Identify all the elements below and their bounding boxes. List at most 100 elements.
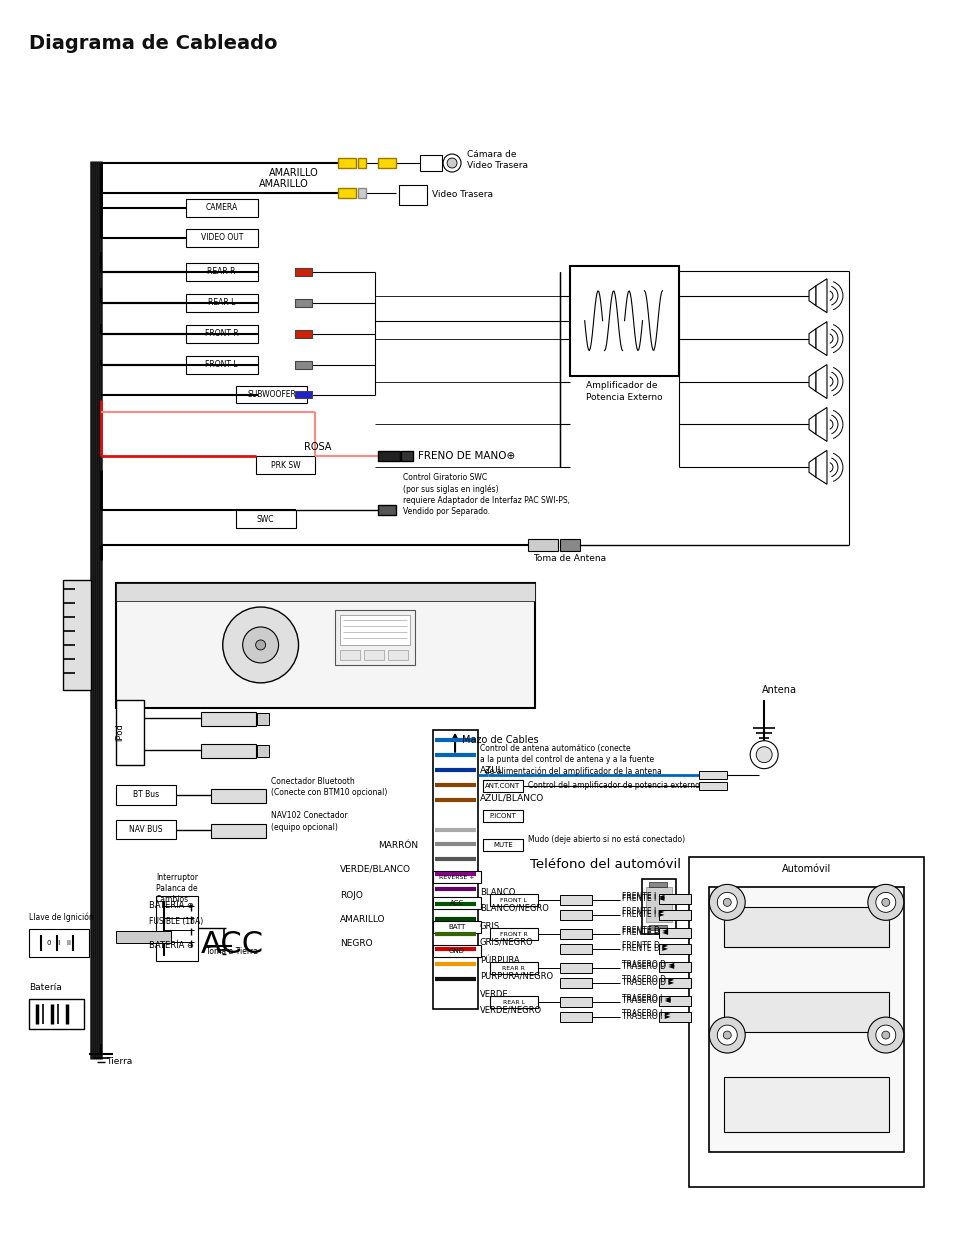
Bar [338, 188, 356, 198]
Text: Control de antena automático (conecte
a la punta del control de antena y a la fu: Control de antena automático (conecte a … [479, 743, 661, 776]
Text: BATT: BATT [448, 924, 465, 930]
Bar [659, 997, 691, 1007]
Text: REAR L: REAR L [208, 298, 235, 308]
Bar [294, 330, 313, 337]
Bar [235, 385, 307, 404]
Bar [527, 540, 558, 551]
Bar [419, 156, 441, 170]
Bar [116, 931, 171, 944]
Bar [116, 820, 175, 840]
Polygon shape [815, 364, 826, 399]
Bar [723, 1077, 888, 1131]
Bar [645, 888, 672, 923]
Bar [388, 650, 408, 659]
Bar [482, 779, 522, 792]
Text: GRIS/NEGRO: GRIS/NEGRO [479, 937, 533, 947]
Bar [433, 872, 480, 883]
Bar [294, 390, 313, 399]
Text: FRENTE D ◄: FRENTE D ◄ [621, 927, 667, 937]
Bar [378, 505, 395, 515]
Bar [186, 356, 257, 373]
Text: VIDEO OUT: VIDEO OUT [200, 233, 243, 242]
Bar [340, 650, 360, 659]
Circle shape [875, 893, 895, 913]
Circle shape [722, 898, 731, 906]
Bar [235, 510, 295, 529]
Bar [699, 782, 726, 789]
Text: TRASERO I ◄: TRASERO I ◄ [621, 994, 670, 1003]
Bar [490, 962, 537, 974]
Circle shape [756, 747, 771, 763]
Text: ACC: ACC [200, 930, 264, 958]
Polygon shape [815, 451, 826, 484]
Text: NAV BUS: NAV BUS [129, 825, 163, 834]
Text: BATERÍA ⊖: BATERÍA ⊖ [149, 941, 193, 950]
Bar [659, 929, 691, 939]
Bar [559, 997, 591, 1007]
Circle shape [709, 884, 744, 920]
Text: AZUL/BLANCO: AZUL/BLANCO [479, 793, 543, 802]
Bar [358, 188, 366, 198]
Text: FUSIBLE (15A): FUSIBLE (15A) [149, 916, 203, 926]
Text: Diagrama de Cableado: Diagrama de Cableado [30, 33, 277, 53]
Bar [256, 745, 269, 757]
Text: AZUL: AZUL [479, 766, 503, 774]
Text: GND: GND [449, 948, 464, 955]
Text: AMARILLO: AMARILLO [258, 179, 308, 189]
Bar [559, 910, 591, 920]
Text: FRENTE D ►: FRENTE D ► [621, 941, 667, 950]
Bar [490, 894, 537, 906]
Text: Teléfono del automóvil: Teléfono del automóvil [529, 858, 680, 871]
Text: REAR R: REAR R [502, 966, 525, 971]
Bar [559, 929, 591, 940]
Text: FRENTE I ►: FRENTE I ► [621, 910, 663, 919]
Bar [559, 963, 591, 973]
Text: NAV102 Conectador
(equipo opcional): NAV102 Conectador (equipo opcional) [271, 811, 347, 831]
Circle shape [442, 154, 460, 172]
Text: AMARILLO: AMARILLO [340, 915, 386, 924]
Text: VERDE: VERDE [479, 989, 508, 999]
Text: TRASERO I ◄: TRASERO I ◄ [621, 995, 670, 1004]
Polygon shape [815, 408, 826, 441]
Bar [358, 158, 366, 168]
Bar [116, 784, 175, 804]
Bar [294, 361, 313, 368]
Bar [649, 925, 667, 930]
Text: Toma de Antena: Toma de Antena [533, 553, 605, 563]
Text: Mudo (deje abierto si no está conectado): Mudo (deje abierto si no está conectado) [527, 835, 684, 844]
Bar [559, 978, 591, 988]
Text: Conectador Bluetooth
(Conecte con BTM10 opcional): Conectador Bluetooth (Conecte con BTM10 … [271, 777, 387, 797]
Text: TRASERO D ►: TRASERO D ► [621, 974, 673, 984]
Bar [689, 857, 923, 1187]
Text: TRASERO D ◄: TRASERO D ◄ [621, 962, 673, 971]
Text: Video Trasera: Video Trasera [432, 190, 493, 200]
Text: NEGRO: NEGRO [340, 939, 373, 947]
Bar [559, 945, 591, 955]
Bar [378, 158, 395, 168]
Bar [723, 908, 888, 947]
Polygon shape [808, 329, 815, 348]
Text: ROSA: ROSA [303, 442, 331, 452]
Bar [335, 610, 415, 664]
Circle shape [255, 640, 265, 650]
Text: Automóvil: Automóvil [781, 864, 830, 874]
Text: TRASERO D ◄: TRASERO D ◄ [621, 960, 673, 968]
Text: Llave de Ignición: Llave de Ignición [30, 913, 94, 923]
Bar [398, 185, 427, 205]
Text: BT Bus: BT Bus [132, 790, 159, 799]
Text: VERDE/BLANCO: VERDE/BLANCO [340, 864, 411, 874]
Text: SUBWOOFER: SUBWOOFER [247, 390, 295, 399]
Text: FRENO DE MANO⊕: FRENO DE MANO⊕ [417, 451, 515, 462]
Text: GRIS: GRIS [479, 921, 499, 931]
Text: FRONT L: FRONT L [205, 361, 238, 369]
Bar [211, 789, 265, 803]
Bar [649, 882, 667, 888]
Bar [378, 451, 400, 462]
Bar [340, 615, 410, 645]
Polygon shape [808, 285, 815, 306]
Text: PRK SW: PRK SW [271, 461, 300, 469]
Bar [490, 929, 537, 940]
Polygon shape [815, 279, 826, 312]
Polygon shape [815, 321, 826, 356]
Text: BATERÍA ⊕: BATERÍA ⊕ [149, 900, 193, 910]
